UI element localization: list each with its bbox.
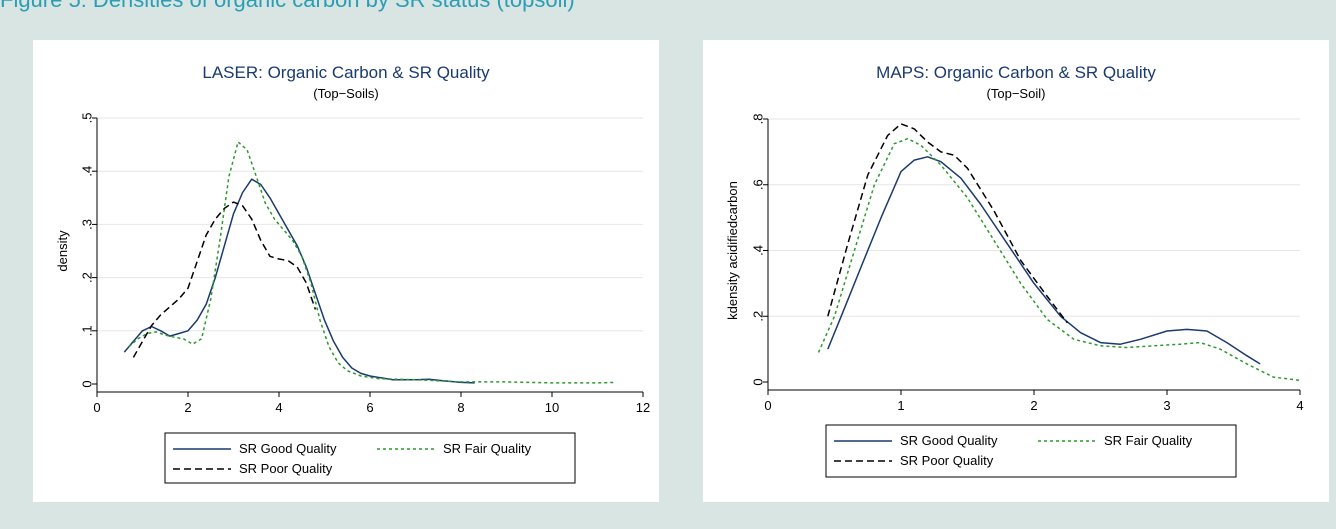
x-tick-label: 1 xyxy=(897,398,904,413)
chart-panel-laser: LASER: Organic Carbon & SR Quality (Top−S… xyxy=(33,40,659,502)
y-axis-label: kdensity acidifiedcarbon xyxy=(725,181,740,320)
x-tick-label: 8 xyxy=(457,400,464,415)
y-tick-label: .5 xyxy=(79,113,94,124)
chart-panel-maps: MAPS: Organic Carbon & SR Quality (Top−So… xyxy=(703,40,1329,502)
chart-title: LASER: Organic Carbon & SR Quality xyxy=(202,63,490,82)
x-tick-label: 3 xyxy=(1163,398,1170,413)
x-tick-label: 0 xyxy=(764,398,771,413)
x-tick-label: 4 xyxy=(275,400,282,415)
figure-caption: Figure 5: Densities of organic carbon by… xyxy=(0,0,575,13)
legend-label: SR Good Quality xyxy=(239,441,337,456)
series-line-sr-fair-quality xyxy=(128,141,616,384)
chart-maps: MAPS: Organic Carbon & SR Quality (Top−So… xyxy=(725,63,1304,478)
y-tick-label: .3 xyxy=(79,219,94,230)
series-line-sr-poor-quality xyxy=(827,123,1068,324)
series-line-sr-good-quality xyxy=(827,156,1261,365)
y-tick-label: .4 xyxy=(79,166,94,177)
series-line-sr-poor-quality xyxy=(132,201,317,358)
legend-box xyxy=(825,424,1237,478)
y-tick-label: .4 xyxy=(750,245,765,256)
series-line-sr-good-quality xyxy=(123,178,475,384)
chart-subtitle: (Top−Soil) xyxy=(987,86,1046,101)
legend-label: SR Fair Quality xyxy=(1104,433,1193,448)
chart-laser: LASER: Organic Carbon & SR Quality (Top−S… xyxy=(55,63,650,484)
x-tick-label: 4 xyxy=(1296,398,1303,413)
legend-label: SR Poor Quality xyxy=(900,453,994,468)
y-tick-label: .6 xyxy=(750,179,765,190)
y-tick-label: .1 xyxy=(79,325,94,336)
x-tick-label: 2 xyxy=(184,400,191,415)
x-tick-label: 0 xyxy=(93,400,100,415)
legend-label: SR Fair Quality xyxy=(443,441,532,456)
x-tick-label: 12 xyxy=(636,400,650,415)
y-tick-label: .2 xyxy=(79,272,94,283)
y-tick-label: .8 xyxy=(750,114,765,125)
x-tick-label: 10 xyxy=(545,400,559,415)
series-line-sr-fair-quality xyxy=(817,137,1301,382)
x-tick-label: 2 xyxy=(1030,398,1037,413)
y-tick-label: 0 xyxy=(750,378,765,385)
y-tick-label: 0 xyxy=(79,380,94,387)
legend-label: SR Good Quality xyxy=(900,433,998,448)
legend-box xyxy=(164,432,576,484)
chart-title: MAPS: Organic Carbon & SR Quality xyxy=(876,63,1156,82)
legend-label: SR Poor Quality xyxy=(239,461,333,476)
y-axis-label: density xyxy=(55,230,70,272)
x-tick-label: 6 xyxy=(366,400,373,415)
y-tick-label: .2 xyxy=(750,311,765,322)
chart-subtitle: (Top−Soils) xyxy=(313,86,378,101)
